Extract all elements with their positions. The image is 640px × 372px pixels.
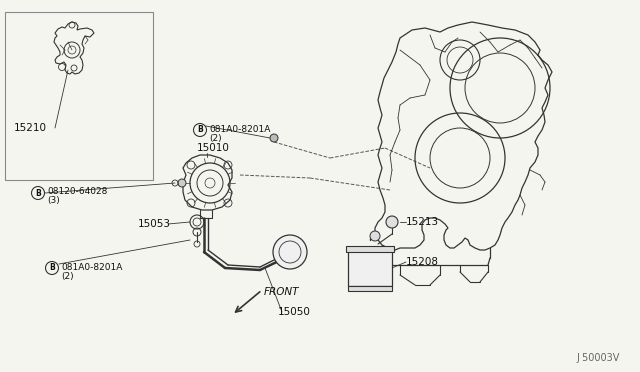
Text: B: B — [197, 125, 203, 135]
Circle shape — [178, 179, 186, 187]
Circle shape — [270, 134, 278, 142]
Text: 15053: 15053 — [138, 219, 171, 229]
Text: 15208: 15208 — [406, 257, 439, 267]
Text: 081A0-8201A: 081A0-8201A — [61, 263, 122, 272]
Circle shape — [386, 216, 398, 228]
Text: 08120-64028: 08120-64028 — [47, 187, 108, 196]
Text: J 50003V: J 50003V — [577, 353, 620, 363]
Bar — [5, 12, 153, 180]
Text: 15210: 15210 — [14, 123, 47, 133]
Text: FRONT: FRONT — [264, 287, 300, 297]
Text: 081A0-8201A: 081A0-8201A — [209, 125, 270, 134]
Circle shape — [370, 231, 380, 241]
Text: B: B — [49, 263, 55, 273]
Text: (2): (2) — [209, 134, 221, 142]
Text: B: B — [35, 189, 41, 198]
Text: (3): (3) — [47, 196, 60, 205]
Text: 15010: 15010 — [197, 143, 230, 153]
Bar — [348, 250, 392, 286]
Bar — [348, 286, 392, 291]
Text: (2): (2) — [61, 272, 74, 280]
Circle shape — [273, 235, 307, 269]
Text: 15050: 15050 — [278, 307, 311, 317]
Bar — [346, 246, 394, 252]
Text: 15213: 15213 — [406, 217, 439, 227]
